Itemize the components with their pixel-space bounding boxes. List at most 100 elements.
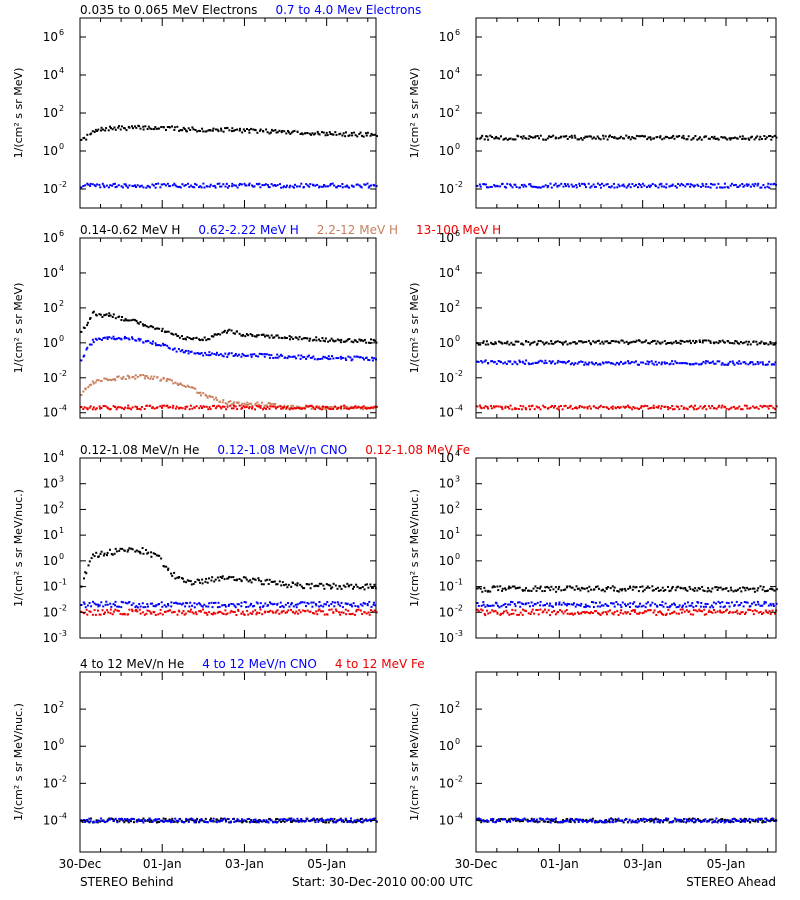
data-point <box>256 131 259 134</box>
data-point <box>290 602 293 605</box>
data-point <box>306 405 309 408</box>
data-point <box>99 313 102 316</box>
series-row2-ahead-3 <box>476 404 778 411</box>
data-point <box>317 358 320 360</box>
data-point <box>261 184 264 187</box>
data-point <box>635 134 638 137</box>
data-point <box>155 604 158 607</box>
data-point <box>706 820 709 823</box>
data-point <box>341 356 344 359</box>
data-point <box>532 820 535 823</box>
data-point <box>769 135 772 137</box>
data-point <box>752 818 755 821</box>
data-point <box>717 600 720 603</box>
data-point <box>613 186 616 189</box>
data-point <box>269 601 271 604</box>
data-point <box>132 127 134 130</box>
data-point <box>560 182 563 185</box>
data-point <box>112 335 115 338</box>
data-point <box>141 602 144 605</box>
data-point <box>361 817 364 820</box>
data-point <box>719 605 722 608</box>
data-point <box>240 612 243 615</box>
data-point <box>509 586 512 589</box>
data-point <box>314 132 317 135</box>
data-point <box>580 360 583 363</box>
data-point <box>476 608 479 611</box>
data-point <box>167 567 170 570</box>
data-point <box>564 183 566 185</box>
data-point <box>153 819 156 822</box>
data-point <box>141 547 144 549</box>
data-point <box>666 606 669 609</box>
data-point <box>632 406 635 408</box>
data-point <box>624 603 626 606</box>
data-point <box>609 186 612 189</box>
data-point <box>679 339 682 342</box>
data-point <box>331 182 334 185</box>
data-point <box>106 609 109 612</box>
data-point <box>558 405 561 408</box>
data-point <box>626 821 629 824</box>
data-point <box>544 604 547 607</box>
data-point <box>517 601 519 604</box>
data-point <box>703 590 706 592</box>
data-point <box>637 820 640 823</box>
data-point <box>334 601 337 604</box>
data-point <box>612 613 615 616</box>
data-point <box>92 553 94 556</box>
data-point <box>570 134 573 137</box>
data-point <box>662 605 665 608</box>
data-point <box>325 583 328 586</box>
data-point <box>596 340 599 342</box>
legend-entry: 0.12-1.08 MeV/n CNO <box>217 443 347 457</box>
data-point <box>206 613 209 616</box>
data-point <box>769 342 772 345</box>
data-point <box>299 611 302 614</box>
data-point <box>313 612 316 615</box>
data-point <box>117 184 120 187</box>
data-point <box>538 820 541 823</box>
data-point <box>165 565 168 568</box>
data-point <box>144 819 146 822</box>
data-point <box>621 601 624 604</box>
data-point <box>481 590 484 593</box>
data-point <box>356 355 359 358</box>
data-point <box>265 334 268 337</box>
data-point <box>86 613 89 616</box>
data-point <box>727 590 730 593</box>
data-point <box>555 136 557 139</box>
data-point <box>255 354 258 357</box>
data-point <box>268 407 271 410</box>
data-point <box>681 362 684 365</box>
data-point <box>769 341 772 343</box>
y-tick-exponent: 2 <box>59 104 64 113</box>
data-point <box>768 360 771 363</box>
data-point <box>112 313 115 316</box>
data-point <box>299 133 302 135</box>
data-point <box>476 360 479 363</box>
data-point <box>136 321 139 324</box>
data-point <box>476 137 479 140</box>
data-point <box>667 408 670 411</box>
data-point <box>89 405 92 408</box>
data-point <box>323 613 326 616</box>
data-point <box>660 182 663 185</box>
data-point <box>667 817 670 820</box>
data-point <box>738 360 741 363</box>
data-point <box>480 604 483 607</box>
data-point <box>114 379 117 382</box>
data-point <box>683 362 686 365</box>
data-point <box>632 137 635 140</box>
data-point <box>208 351 211 354</box>
data-point <box>596 585 599 588</box>
data-point <box>522 135 525 138</box>
data-point <box>356 341 359 343</box>
data-point <box>606 361 609 364</box>
data-point <box>599 404 602 407</box>
data-point <box>543 590 546 592</box>
data-point <box>612 362 615 365</box>
data-point <box>236 603 239 606</box>
data-point <box>237 608 240 611</box>
data-point <box>759 585 762 588</box>
